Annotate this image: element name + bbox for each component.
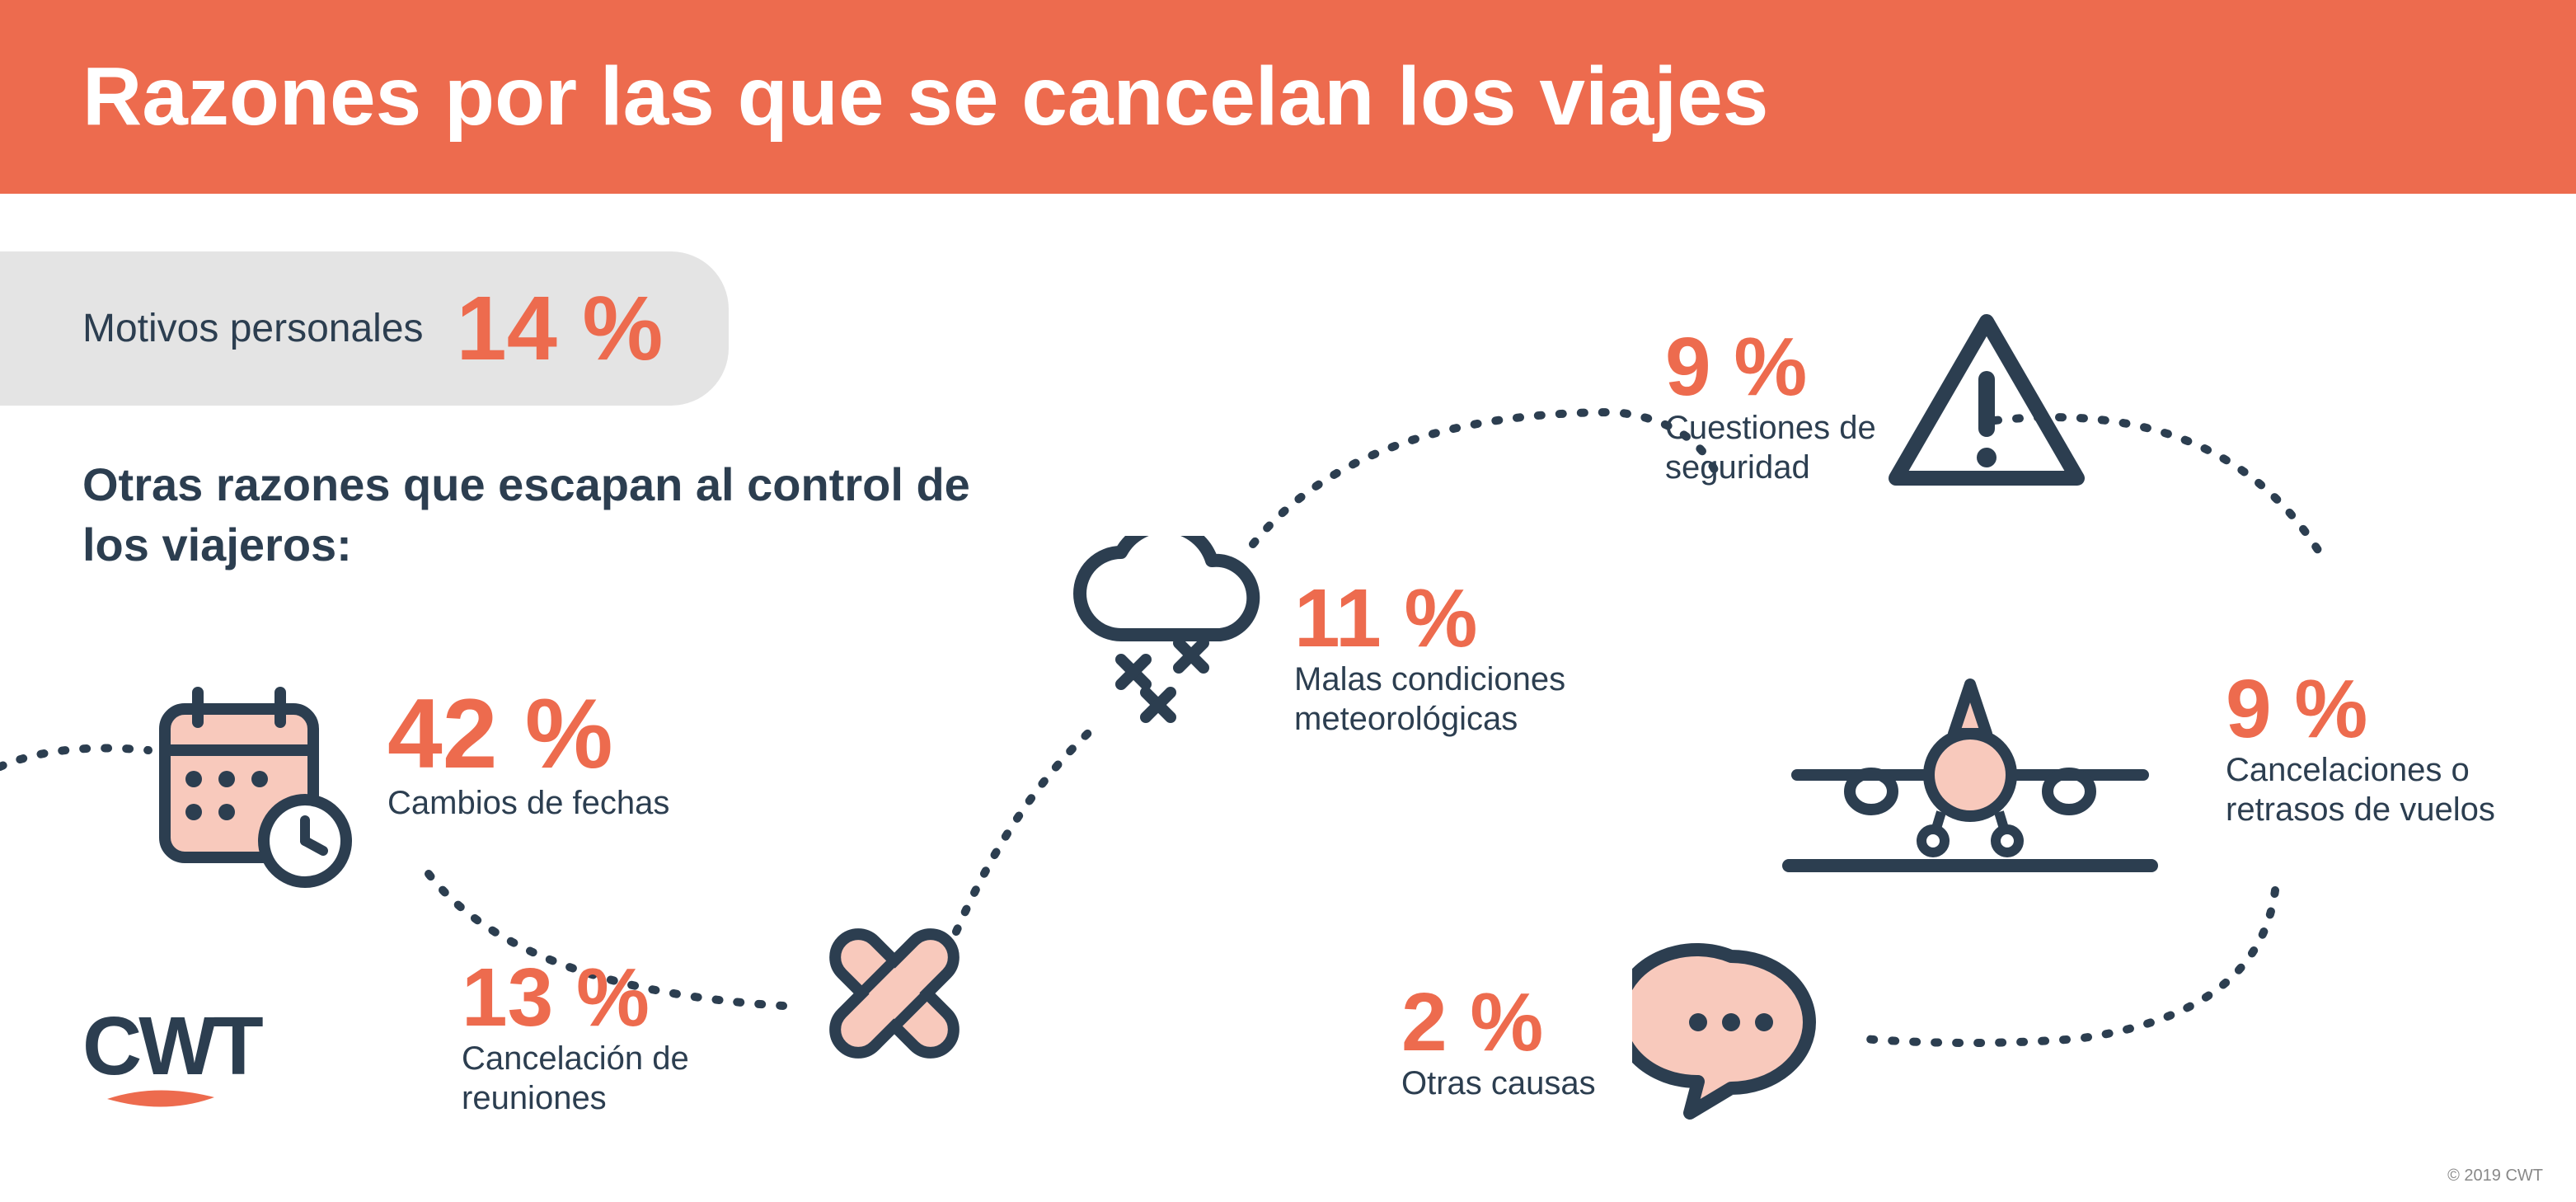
personal-value: 14 % xyxy=(457,276,664,381)
reason-weather-label: Malas condiciones meteorológicas xyxy=(1294,660,1624,739)
reason-flights-label: Cancelaciones o retrasos de vuelos xyxy=(2226,750,2522,829)
copyright: © 2019 CWT xyxy=(2447,1167,2543,1186)
subhead: Otras razones que escapan al control de … xyxy=(82,455,989,575)
reason-flights: 9 % Cancelaciones o retrasos de vuelos xyxy=(2226,668,2522,829)
reason-dates-value: 42 % xyxy=(387,684,669,783)
reason-other: 2 % Otras causas xyxy=(1401,981,1596,1103)
speech-bubble-icon xyxy=(1632,940,1830,1125)
reason-other-value: 2 % xyxy=(1401,981,1596,1063)
reason-dates-label: Cambios de fechas xyxy=(387,783,669,823)
reason-weather-value: 11 % xyxy=(1294,577,1624,660)
reason-meeting-label: Cancelación de reuniones xyxy=(462,1039,758,1118)
airplane-icon xyxy=(1756,627,2184,894)
personal-label: Motivos personales xyxy=(82,306,424,351)
weather-icon xyxy=(1063,536,1278,738)
reason-meeting-value: 13 % xyxy=(462,956,758,1039)
reason-dates: 42 % Cambios de fechas xyxy=(387,684,669,823)
reason-weather: 11 % Malas condiciones meteorológicas xyxy=(1294,577,1624,739)
reason-meeting: 13 % Cancelación de reuniones xyxy=(462,956,758,1118)
reason-flights-value: 9 % xyxy=(2226,668,2522,750)
page-title: Razones por las que se cancelan los viaj… xyxy=(82,49,2494,144)
personal-reasons-pill: Motivos personales 14 % xyxy=(0,251,729,406)
reason-security: 9 % Cuestiones de seguridad xyxy=(1665,326,1912,487)
cwt-logo: CWT xyxy=(82,1008,330,1136)
reason-security-value: 9 % xyxy=(1665,326,1912,408)
calendar-icon xyxy=(148,676,363,894)
reason-security-label: Cuestiones de seguridad xyxy=(1665,408,1912,487)
reason-other-label: Otras causas xyxy=(1401,1063,1596,1103)
cross-icon xyxy=(808,907,981,1084)
header-bar: Razones por las que se cancelan los viaj… xyxy=(0,0,2576,194)
svg-text:CWT: CWT xyxy=(82,1008,264,1092)
